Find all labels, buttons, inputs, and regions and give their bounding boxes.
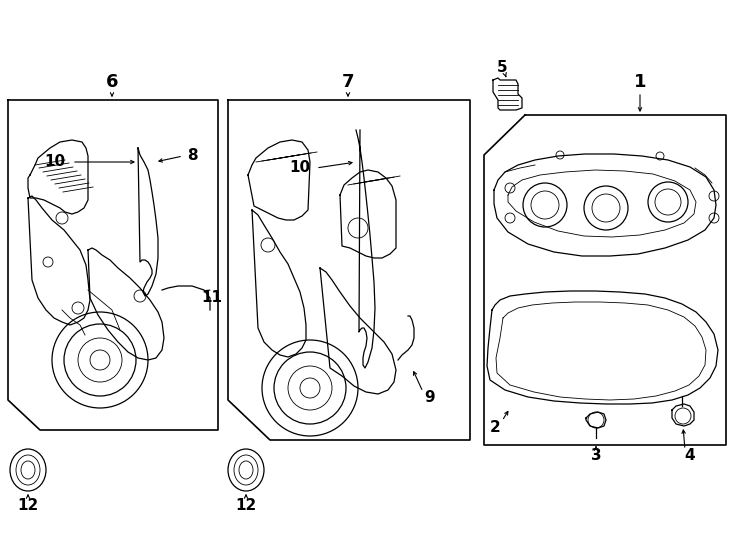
Text: 10: 10 bbox=[45, 154, 65, 170]
Text: 8: 8 bbox=[186, 147, 197, 163]
Text: 4: 4 bbox=[685, 449, 695, 463]
Text: 2: 2 bbox=[490, 421, 501, 435]
Text: 5: 5 bbox=[497, 60, 507, 76]
Text: 9: 9 bbox=[425, 390, 435, 406]
Text: 12: 12 bbox=[18, 497, 39, 512]
Text: 11: 11 bbox=[202, 291, 222, 306]
Text: 3: 3 bbox=[591, 449, 601, 463]
Text: 10: 10 bbox=[289, 160, 310, 176]
Text: 1: 1 bbox=[633, 73, 646, 91]
Text: 7: 7 bbox=[342, 73, 355, 91]
Text: 12: 12 bbox=[236, 497, 257, 512]
Text: 6: 6 bbox=[106, 73, 118, 91]
